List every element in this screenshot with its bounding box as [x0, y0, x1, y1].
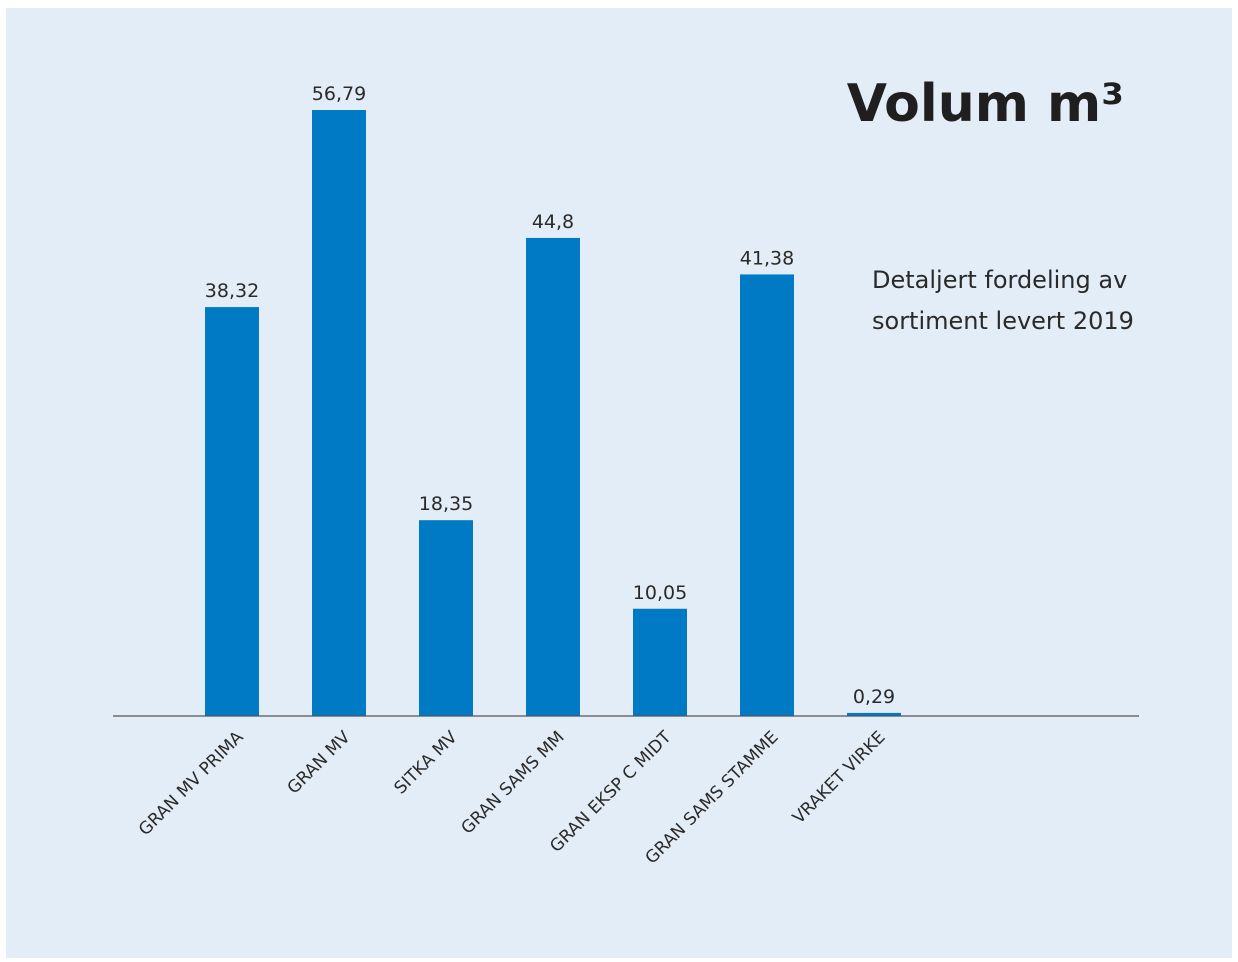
chart-title: Volum m³: [847, 74, 1124, 134]
bars-group: [205, 110, 901, 716]
bar-1: [205, 307, 259, 716]
bar-6: [740, 274, 794, 716]
bar-3: [419, 520, 473, 716]
bar-4: [526, 237, 580, 716]
bar-5: [633, 608, 687, 716]
value-label-3: 18,35: [419, 493, 473, 515]
value-label-7: 0,29: [853, 686, 895, 708]
value-label-6: 41,38: [740, 247, 794, 269]
chart-panel: Volum m³ Detaljert fordeling av sortimen…: [6, 8, 1232, 958]
value-label-1: 38,32: [205, 280, 259, 302]
chart-subtitle-line-2: sortiment levert 2019: [872, 307, 1134, 335]
bar-chart: Volum m³ Detaljert fordeling av sortimen…: [6, 8, 1232, 958]
bar-7: [847, 712, 901, 716]
bar-2: [312, 110, 366, 716]
chart-background: [6, 8, 1232, 958]
value-label-5: 10,05: [633, 582, 687, 604]
value-labels-group: 38,32 56,79 18,35 44,8 10,05 41,38 0,29: [205, 83, 895, 708]
value-label-2: 56,79: [312, 83, 366, 105]
value-label-4: 44,8: [532, 211, 574, 233]
chart-subtitle-line-1: Detaljert fordeling av: [872, 266, 1127, 294]
